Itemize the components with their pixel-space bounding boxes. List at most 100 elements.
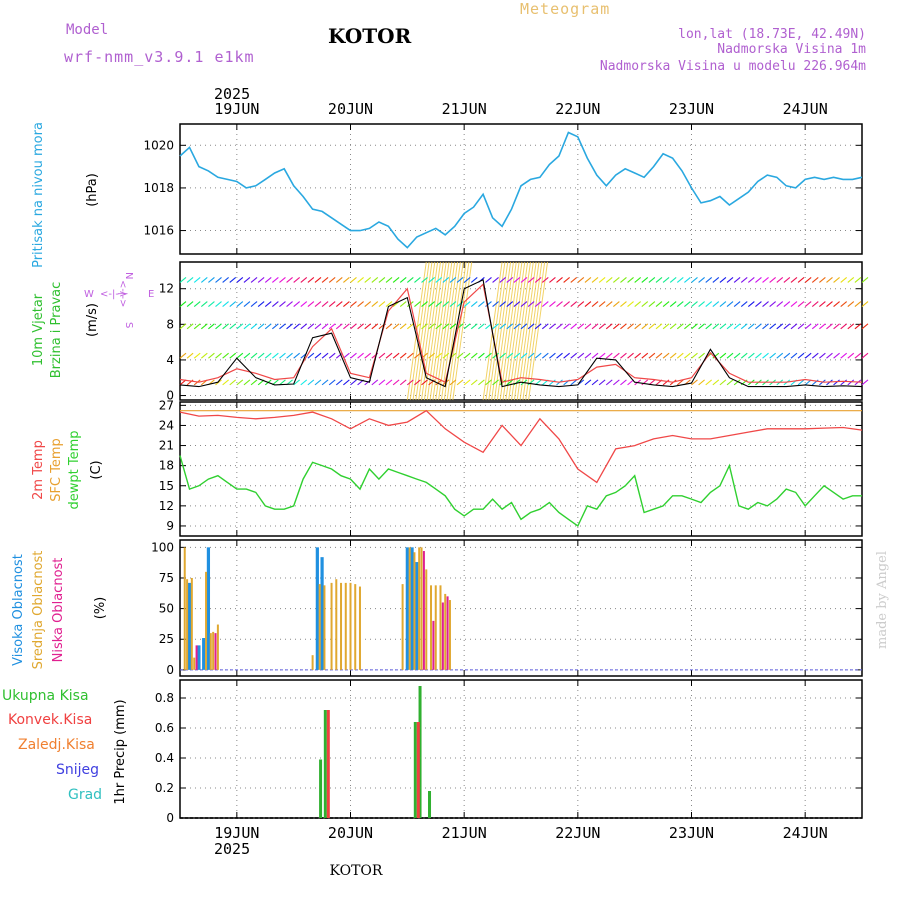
wind-barb — [506, 379, 514, 386]
cloud-bar — [418, 547, 421, 670]
wind-barb — [314, 379, 322, 386]
top-day-labels: 19JUN 20JUN 21JUN 22JUN 23JUN 24JUN — [214, 100, 827, 118]
wind-barb — [350, 301, 357, 307]
wind-barb — [492, 352, 499, 359]
wind-barb — [328, 323, 336, 330]
wind-barb — [676, 323, 684, 330]
wind-barb — [499, 352, 507, 359]
wind-barb — [279, 323, 286, 330]
wind-barb — [364, 301, 372, 307]
wind-barb — [300, 379, 308, 386]
wind-barb — [527, 352, 535, 359]
wind-barb — [527, 323, 535, 330]
wind-barb — [826, 301, 833, 307]
wind-barb — [186, 323, 194, 330]
wind-barb — [556, 323, 563, 330]
hatch-line — [438, 261, 459, 401]
wind-barb — [698, 379, 705, 386]
wind-barb — [421, 379, 428, 386]
wind-barb — [293, 352, 301, 359]
wind-barb — [613, 323, 620, 330]
wind-barb — [222, 301, 229, 307]
cloud-bar — [190, 577, 193, 670]
bottom-day-label: 23JUN — [669, 824, 714, 842]
hatch-line — [452, 261, 473, 401]
temp-dew-label: dewpt Temp — [67, 430, 82, 509]
wind-barb — [783, 301, 791, 307]
precip-bar — [413, 722, 417, 818]
wind-barb — [506, 323, 514, 330]
wind-barb — [563, 352, 570, 359]
wind-barb — [684, 352, 691, 359]
top-year-label: 2025 — [214, 85, 250, 103]
wind-barb — [591, 301, 599, 307]
dewpoint-line — [179, 455, 862, 528]
wind-barb — [485, 277, 492, 283]
compass-arrow-v: <-|-> — [117, 280, 128, 307]
wind-barb — [861, 277, 869, 283]
cloud-bar — [330, 582, 333, 670]
panel-frame — [179, 679, 863, 819]
wind-barb — [520, 323, 528, 330]
compass-rose: W E <-|-> N <-|-> S — [84, 272, 154, 328]
wind-barb — [250, 277, 258, 283]
cloud-bar — [205, 571, 208, 670]
wind-barb — [399, 379, 407, 386]
wind-barb — [613, 301, 620, 307]
wind-barb — [478, 352, 485, 359]
wind-barb — [662, 277, 670, 283]
wind-barb — [769, 323, 776, 330]
pressure-unit: (hPa) — [85, 173, 100, 207]
wind-barb — [676, 352, 684, 359]
pressure-line — [179, 131, 863, 249]
cloud-bar — [335, 579, 338, 670]
wind-barb — [179, 352, 187, 359]
wind-barb — [343, 379, 350, 386]
wind-title-1: 10m Vjetar — [31, 293, 46, 366]
tick-label-y: 8 — [166, 317, 174, 331]
wind-barb — [570, 352, 578, 359]
wind-barb — [357, 352, 364, 359]
wind-barb — [527, 301, 535, 307]
hatch-line — [502, 261, 523, 401]
wind-barb — [598, 277, 606, 283]
wind-side-label-2: Brzina i Pravac — [49, 282, 64, 379]
hatch-line — [499, 261, 520, 401]
wind-barb — [485, 379, 492, 386]
wind-barb — [826, 352, 833, 359]
wind-barb — [861, 379, 869, 386]
temp-side-label-2: SFC Temp — [49, 438, 64, 502]
wind-barb — [428, 352, 435, 359]
wind-barb — [442, 277, 450, 283]
wind-barb — [272, 352, 279, 359]
tick-label-y: 21 — [159, 439, 174, 453]
wind-barb — [321, 301, 329, 307]
wind-barb — [648, 301, 656, 307]
pressure-side-label: Pritisak na nivou mora — [31, 122, 46, 268]
wind-barb — [740, 301, 748, 307]
wind-barb — [208, 352, 215, 359]
wind-barb — [314, 323, 322, 330]
wind-barb — [534, 301, 542, 307]
wind-unit: (m/s) — [85, 303, 100, 337]
wind-barb — [421, 323, 428, 330]
wind-barb — [243, 352, 251, 359]
wind-barb — [847, 301, 855, 307]
wind-barb — [499, 277, 507, 283]
wind-barb — [399, 301, 407, 307]
cloud-bar — [439, 585, 442, 670]
hatch-line — [488, 261, 509, 401]
wind-barb — [385, 323, 393, 330]
wind-barb — [414, 352, 421, 359]
wind-barb — [641, 352, 649, 359]
wind-barb — [797, 301, 805, 307]
wind-barb — [328, 277, 336, 283]
wind-barb — [620, 323, 627, 330]
wind-barb — [250, 323, 258, 330]
cloud-bar — [422, 551, 425, 670]
cloud-bar — [410, 547, 414, 670]
wind-barb — [463, 277, 471, 283]
wind-barb — [492, 379, 499, 386]
panels: 1016101810200481291215182124270255075100… — [143, 123, 869, 825]
wind-barb — [478, 379, 485, 386]
